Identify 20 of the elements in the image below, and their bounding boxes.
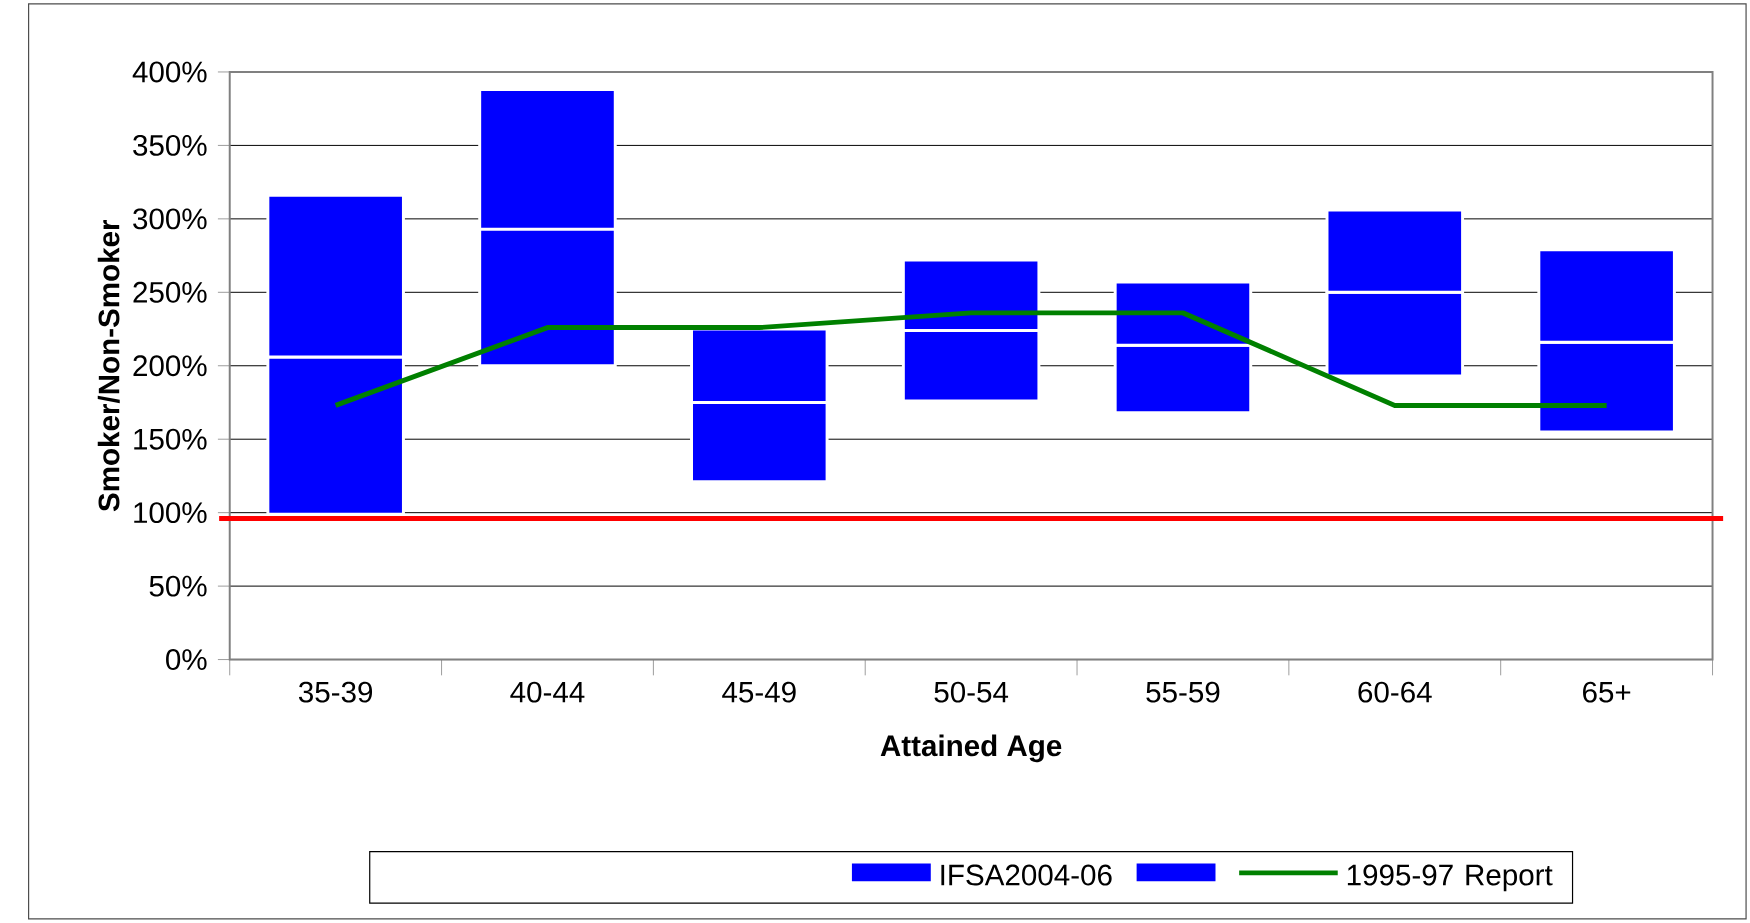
legend-label: IFSA2004-06	[941, 864, 1112, 886]
y-tick-label: 100%	[134, 502, 207, 524]
x-tick-label: 60-64	[1358, 681, 1432, 703]
x-axis-title: Attained Age	[880, 734, 1062, 763]
y-tick-label: 0%	[166, 649, 207, 671]
y-tick-label: 150%	[134, 428, 207, 450]
y-tick-label: 350%	[133, 135, 207, 156]
x-tick-label: 35-39	[298, 681, 373, 703]
y-tick-label: 250%	[133, 281, 207, 303]
legend-label: 1995-97 Report	[1347, 864, 1553, 892]
y-tick-label: 50%	[149, 575, 207, 597]
y-tick-label: 300%	[133, 208, 207, 230]
y-tick-label: 200%	[133, 355, 207, 377]
y-tick-label: 400%	[132, 61, 207, 83]
x-tick-label: 45-49	[722, 681, 796, 703]
x-tick-label: 65+	[1583, 681, 1631, 703]
y-axis-title: Smoker/Non-Smoker	[97, 220, 120, 512]
x-tick-label: 50-54	[934, 681, 1009, 703]
x-tick-label: 40-44	[510, 681, 585, 703]
x-tick-label: 55-59	[1146, 681, 1220, 703]
